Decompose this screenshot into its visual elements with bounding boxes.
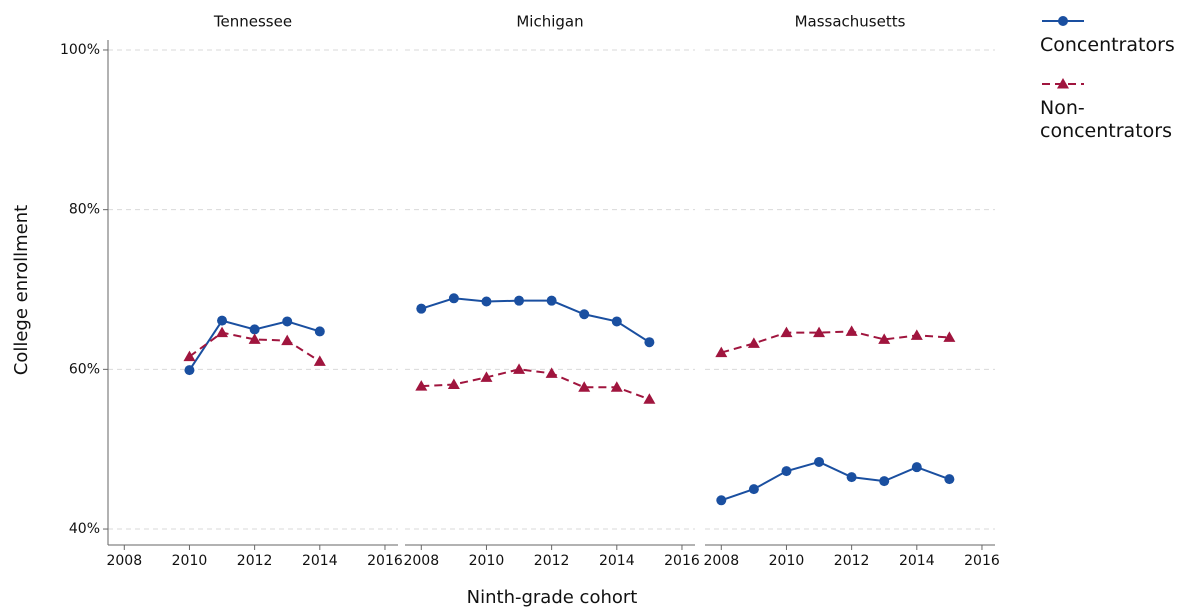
marker bbox=[879, 476, 890, 487]
series-line bbox=[420, 297, 650, 344]
y-tick-label: 60% bbox=[69, 361, 100, 377]
marker bbox=[415, 380, 428, 391]
marker bbox=[249, 324, 260, 335]
x-tick-label: 2010 bbox=[172, 553, 208, 569]
marker bbox=[447, 378, 460, 390]
panel-title: Tennessee bbox=[213, 13, 292, 31]
marker bbox=[282, 316, 293, 327]
x-tick-label: 2014 bbox=[302, 553, 338, 569]
y-tick-label: 100% bbox=[60, 42, 100, 58]
x-tick-label: 2008 bbox=[403, 553, 439, 569]
marker bbox=[281, 334, 294, 346]
marker bbox=[944, 474, 955, 485]
marker bbox=[578, 381, 591, 392]
legend-item: Concentrators bbox=[1040, 8, 1200, 57]
marker bbox=[610, 381, 623, 392]
marker bbox=[313, 355, 326, 366]
marker bbox=[780, 326, 793, 338]
marker bbox=[514, 295, 525, 306]
x-axis-label: Ninth-grade cohort bbox=[467, 587, 638, 608]
marker bbox=[910, 329, 923, 340]
x-tick-label: 2014 bbox=[899, 553, 935, 569]
x-tick-label: 2010 bbox=[469, 553, 505, 569]
marker bbox=[545, 367, 558, 378]
series-line bbox=[721, 330, 950, 354]
marker bbox=[579, 309, 590, 320]
y-tick-label: 80% bbox=[69, 202, 100, 218]
x-tick-label: 2012 bbox=[237, 553, 273, 569]
marker bbox=[911, 462, 922, 473]
marker bbox=[716, 495, 727, 506]
marker bbox=[943, 331, 956, 342]
legend-label: Non-concentrators bbox=[1040, 97, 1172, 142]
x-tick-label: 2016 bbox=[367, 553, 403, 569]
legend-marker bbox=[1057, 78, 1069, 89]
series-line bbox=[720, 460, 950, 502]
marker bbox=[814, 456, 825, 467]
y-axis-label: College enrollment bbox=[11, 205, 32, 375]
marker bbox=[314, 326, 325, 337]
x-tick-label: 2012 bbox=[834, 553, 870, 569]
marker bbox=[878, 333, 891, 344]
marker bbox=[747, 337, 760, 348]
marker bbox=[216, 326, 229, 338]
series-line bbox=[188, 331, 321, 363]
marker bbox=[813, 326, 826, 338]
legend-symbol bbox=[1042, 16, 1084, 26]
panel-title: Massachusetts bbox=[795, 13, 906, 31]
marker bbox=[183, 350, 196, 362]
legend-item: Non-concentrators bbox=[1040, 71, 1200, 143]
legend-label: Concentrators bbox=[1040, 34, 1175, 56]
x-tick-label: 2016 bbox=[964, 553, 1000, 569]
y-tick-label: 40% bbox=[69, 521, 100, 537]
marker bbox=[513, 363, 526, 374]
marker bbox=[481, 296, 492, 307]
marker bbox=[644, 337, 655, 348]
x-tick-label: 2012 bbox=[534, 553, 570, 569]
x-tick-label: 2008 bbox=[703, 553, 739, 569]
marker bbox=[546, 295, 557, 306]
legend: Concentrators Non-concentrators bbox=[1040, 8, 1200, 157]
marker bbox=[611, 316, 622, 327]
x-tick-label: 2014 bbox=[599, 553, 635, 569]
marker bbox=[846, 472, 857, 483]
legend-symbol bbox=[1042, 78, 1084, 89]
marker bbox=[715, 346, 728, 358]
marker bbox=[217, 315, 228, 326]
marker bbox=[845, 325, 858, 336]
marker bbox=[748, 484, 759, 495]
marker bbox=[184, 365, 195, 376]
marker bbox=[781, 466, 792, 477]
marker bbox=[248, 333, 261, 344]
x-tick-label: 2010 bbox=[769, 553, 805, 569]
panel-title: Michigan bbox=[516, 13, 583, 31]
legend-marker bbox=[1058, 16, 1068, 26]
marker bbox=[480, 371, 493, 382]
marker bbox=[416, 303, 427, 314]
marker bbox=[643, 393, 656, 404]
x-tick-label: 2008 bbox=[106, 553, 142, 569]
x-tick-label: 2016 bbox=[664, 553, 700, 569]
marker bbox=[448, 293, 459, 304]
